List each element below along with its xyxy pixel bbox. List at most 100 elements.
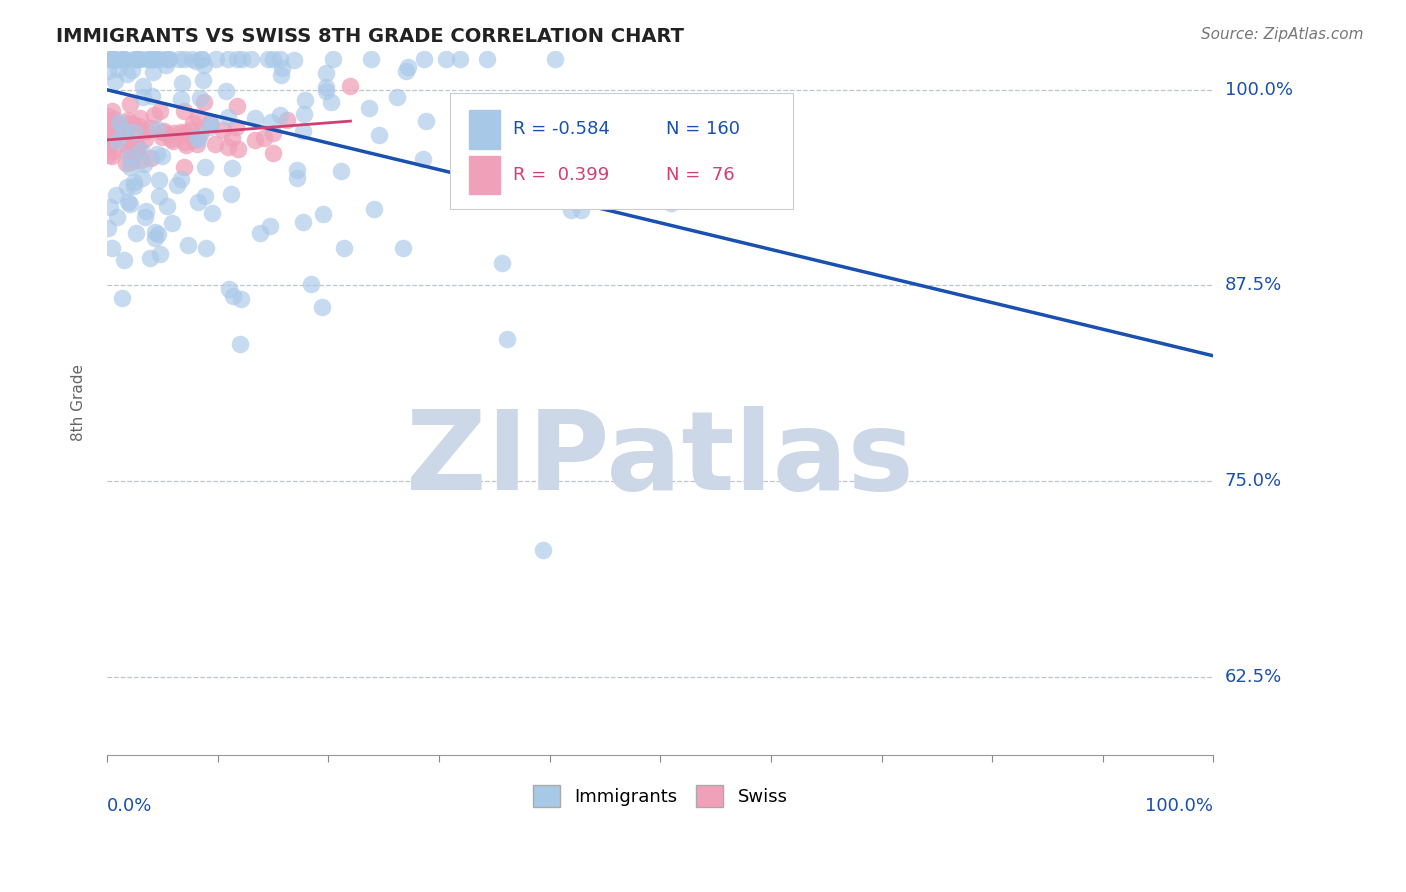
Point: [121, 117, 143, 131]
Point: [155, 58, 177, 72]
Point: [225, 52, 247, 66]
Point: [101, 133, 124, 147]
Point: [299, 277, 322, 291]
Point: [270, 61, 292, 75]
Point: [187, 110, 209, 124]
Point: [120, 96, 142, 111]
Point: [201, 205, 224, 219]
Point: [449, 52, 471, 66]
Point: [156, 52, 179, 66]
Point: [101, 130, 124, 145]
Point: [219, 187, 242, 202]
Point: [132, 90, 155, 104]
Text: ZIPatlas: ZIPatlas: [406, 406, 914, 513]
Point: [173, 126, 195, 140]
Point: [163, 126, 186, 140]
Point: [117, 195, 139, 210]
Point: [270, 68, 292, 82]
Point: [187, 132, 209, 146]
Point: [148, 189, 170, 203]
Point: [157, 52, 180, 66]
Point: [101, 114, 124, 128]
Text: 87.5%: 87.5%: [1225, 277, 1282, 294]
Point: [188, 127, 211, 141]
Point: [221, 161, 243, 175]
Point: [101, 133, 124, 147]
Point: [117, 116, 139, 130]
Point: [368, 128, 391, 142]
Point: [269, 52, 291, 66]
Point: [97, 125, 120, 139]
Point: [217, 52, 239, 66]
Point: [98, 130, 121, 145]
Point: [190, 52, 212, 66]
Point: [125, 227, 148, 241]
Point: [101, 241, 124, 255]
Point: [142, 52, 165, 66]
Point: [105, 53, 128, 67]
Point: [103, 121, 125, 136]
Point: [138, 52, 160, 66]
Point: [131, 143, 153, 157]
Point: [122, 175, 145, 189]
Point: [105, 134, 128, 148]
Text: 75.0%: 75.0%: [1225, 472, 1282, 490]
Point: [107, 62, 129, 76]
Point: [150, 125, 173, 139]
Point: [115, 180, 138, 194]
Point: [225, 120, 247, 134]
Point: [294, 93, 316, 107]
Point: [112, 52, 135, 66]
Point: [385, 90, 408, 104]
Point: [101, 149, 124, 163]
Point: [107, 124, 129, 138]
Point: [531, 542, 554, 557]
Point: [131, 171, 153, 186]
Point: [97, 109, 120, 123]
Point: [413, 52, 436, 66]
Text: 100.0%: 100.0%: [1225, 81, 1292, 99]
Point: [217, 140, 239, 154]
Point: [173, 52, 195, 66]
Point: [135, 52, 157, 66]
Point: [128, 52, 150, 66]
Point: [193, 95, 215, 110]
Point: [181, 52, 204, 66]
Text: Source: ZipAtlas.com: Source: ZipAtlas.com: [1201, 27, 1364, 42]
Text: N =  76: N = 76: [666, 166, 734, 184]
Point: [112, 52, 135, 66]
FancyBboxPatch shape: [468, 110, 501, 149]
FancyBboxPatch shape: [450, 93, 793, 209]
Point: [98, 200, 121, 214]
Point: [114, 131, 136, 145]
Point: [100, 128, 122, 142]
Point: [162, 134, 184, 148]
Point: [104, 187, 127, 202]
Point: [173, 135, 195, 149]
Point: [198, 120, 221, 135]
Point: [105, 211, 128, 225]
Text: 100.0%: 100.0%: [1146, 797, 1213, 815]
Point: [176, 137, 198, 152]
Point: [259, 114, 281, 128]
Legend: Immigrants, Swiss: Immigrants, Swiss: [524, 776, 796, 816]
Point: [222, 289, 245, 303]
Point: [221, 131, 243, 145]
Point: [412, 152, 434, 166]
Point: [145, 52, 167, 66]
Point: [101, 103, 124, 118]
Point: [226, 143, 249, 157]
Point: [191, 52, 214, 66]
Point: [172, 76, 194, 90]
Point: [134, 132, 156, 146]
Point: [243, 133, 266, 147]
Point: [291, 214, 314, 228]
Point: [135, 204, 157, 219]
Point: [198, 116, 221, 130]
Point: [117, 144, 139, 158]
Point: [204, 136, 226, 151]
Text: R =  0.399: R = 0.399: [513, 166, 609, 184]
Point: [103, 52, 125, 66]
Point: [143, 52, 166, 66]
Point: [122, 134, 145, 148]
